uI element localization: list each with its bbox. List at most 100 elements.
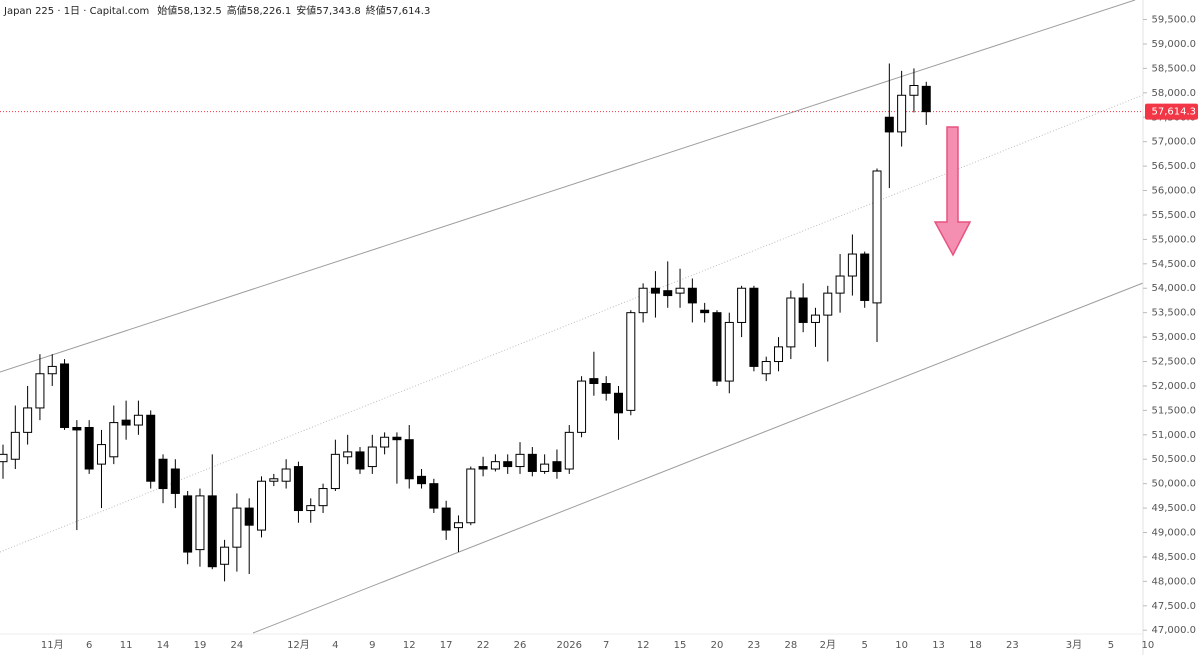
candle-body <box>909 84 919 96</box>
x-tick-label: 12月 <box>287 639 310 651</box>
y-tick-label: 58,500.0 <box>1151 63 1196 74</box>
candle-body <box>466 468 476 524</box>
x-tick-label: 14 <box>157 640 170 651</box>
candle-body <box>527 453 537 472</box>
candle-body <box>724 321 734 382</box>
y-tick-label: 48,000.0 <box>1151 576 1196 587</box>
candle-body <box>96 444 106 465</box>
low-label: 安値 <box>296 4 316 17</box>
x-tick-label: 19 <box>194 640 207 651</box>
x-tick-label: 6 <box>86 640 92 651</box>
candle-body <box>860 253 870 301</box>
y-tick-label: 57,000.0 <box>1151 137 1196 148</box>
candle-body <box>35 373 45 409</box>
x-tick-label: 11月 <box>41 639 64 651</box>
candle-body <box>47 365 57 375</box>
candle-body <box>10 431 20 460</box>
x-tick-label: 22 <box>477 640 490 651</box>
candle-body <box>552 461 562 472</box>
candle-body <box>207 495 217 568</box>
x-tick-label: 23 <box>1006 640 1019 651</box>
y-tick-label: 51,000.0 <box>1151 430 1196 441</box>
low-value: 57,343.8 <box>316 6 361 17</box>
candle-body <box>835 275 845 294</box>
high-value: 58,226.1 <box>247 6 292 17</box>
candle-body <box>601 383 611 394</box>
candle-body <box>478 466 488 470</box>
candle-body <box>786 297 796 348</box>
candle-body <box>921 85 931 113</box>
x-tick-label: 24 <box>231 640 244 651</box>
candle-body <box>367 446 377 468</box>
candle-body <box>712 312 722 382</box>
candle-body <box>663 290 673 297</box>
y-tick-label: 48,500.0 <box>1151 552 1196 563</box>
candle-body <box>404 439 414 480</box>
last-price-label: 57,614.3 <box>1151 107 1196 118</box>
candle-body <box>318 488 328 507</box>
candle-body <box>195 495 205 551</box>
candle-body <box>0 453 8 463</box>
x-tick-label: 18 <box>969 640 982 651</box>
y-tick-label: 54,000.0 <box>1151 283 1196 294</box>
candle-body <box>121 419 131 426</box>
candle-body <box>847 253 857 277</box>
candle-body <box>220 546 230 565</box>
candle-body <box>897 94 907 133</box>
x-tick-label: 10 <box>895 640 908 651</box>
candle-body <box>441 507 451 531</box>
x-tick-label: 20 <box>711 640 724 651</box>
y-tick-label: 47,000.0 <box>1151 625 1196 636</box>
candle-body <box>72 426 82 431</box>
y-tick-label: 52,000.0 <box>1151 381 1196 392</box>
candle-body <box>614 392 623 414</box>
candle-body <box>490 461 500 470</box>
channel-middle <box>0 94 1144 553</box>
candle-body <box>577 380 587 433</box>
candle-body <box>564 431 574 470</box>
candle-body <box>687 287 697 304</box>
x-tick-label: 2月 <box>820 639 836 651</box>
x-tick-label: 23 <box>748 640 761 651</box>
candle-body <box>884 116 894 133</box>
symbol: Japan 225 · 1日 · Capital.com <box>3 6 149 17</box>
candle-body <box>158 458 168 490</box>
candle-body <box>650 287 660 294</box>
y-tick-label: 59,000.0 <box>1151 39 1196 50</box>
high-label: 高値 <box>227 4 247 17</box>
x-tick-label: 28 <box>784 640 797 651</box>
y-tick-label: 55,500.0 <box>1151 210 1196 221</box>
candle-body <box>700 309 710 314</box>
header: Japan 225 · 1日 · Capital.com 始値58,132.5 高値… <box>3 4 430 17</box>
x-tick-label: 17 <box>440 640 453 651</box>
candle-body <box>380 436 390 448</box>
candle-body <box>109 422 119 458</box>
y-tick-label: 49,500.0 <box>1151 503 1196 514</box>
candle-body <box>737 287 747 323</box>
candle-body <box>146 414 156 482</box>
x-tick-label: 7 <box>603 640 609 651</box>
candle-body <box>810 314 820 323</box>
y-tick-label: 50,500.0 <box>1151 454 1196 465</box>
open-label: 始値 <box>157 4 177 17</box>
candle-body <box>823 292 833 316</box>
candle-body <box>798 297 808 323</box>
candle-body <box>60 363 70 428</box>
candle-body <box>626 312 636 411</box>
x-tick-label: 13 <box>932 640 945 651</box>
candle-body <box>330 453 340 490</box>
x-tick-label: 5 <box>862 640 868 651</box>
candle-body <box>872 170 882 304</box>
candle-body <box>638 287 648 314</box>
candle-body <box>761 361 771 375</box>
x-tick-label: 12 <box>637 640 650 651</box>
candle-body <box>392 436 402 441</box>
y-tick-label: 49,000.0 <box>1151 528 1196 539</box>
candle-body <box>244 507 254 526</box>
candle-body <box>774 346 784 363</box>
candle-body <box>183 495 193 553</box>
candle-body <box>749 287 759 367</box>
channel-lower <box>252 282 1144 634</box>
candle-body <box>355 451 365 470</box>
x-tick-label: 10 <box>1141 640 1154 651</box>
